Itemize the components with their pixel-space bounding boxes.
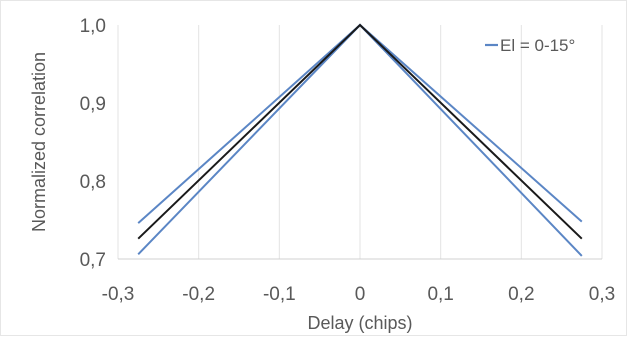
series-line-mean (137, 23, 583, 240)
y-tick-label: 0,7 (80, 250, 106, 271)
tick-layer: -0,3 -0,2 -0,1 0 0,1 0,2 0,3 0,7 0,8 0,9 1,0 (80, 16, 616, 305)
x-tick-label: 0,1 (427, 284, 453, 305)
x-tick-label: 0,2 (508, 284, 534, 305)
y-tick-label: 1,0 (80, 16, 106, 37)
y-tick-label: 0,9 (80, 94, 106, 115)
series-layer (137, 23, 583, 257)
x-tick-label: -0,2 (182, 284, 215, 305)
y-axis-title: Normalized correlation (29, 52, 49, 232)
y-tick-label: 0,8 (80, 172, 106, 193)
x-axis-title: Delay (chips) (307, 313, 412, 333)
grid-layer (117, 25, 603, 260)
legend: El = 0-15° (485, 36, 575, 55)
x-tick-label: 0 (355, 284, 366, 305)
legend-label: El = 0-15° (500, 36, 575, 55)
x-tick-label: -0,1 (263, 284, 296, 305)
x-tick-label: 0,3 (589, 284, 615, 305)
x-tick-label: -0,3 (102, 284, 135, 305)
